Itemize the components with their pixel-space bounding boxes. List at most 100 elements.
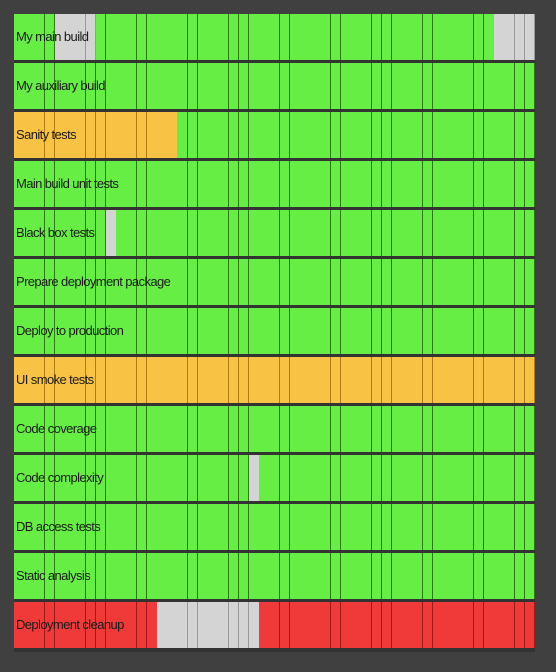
- build-history-cell[interactable]: [197, 602, 209, 648]
- build-history-cell[interactable]: [412, 455, 424, 501]
- build-history-cell[interactable]: [44, 553, 56, 599]
- build-history-cell[interactable]: [95, 455, 107, 501]
- build-history-cell[interactable]: [300, 602, 311, 648]
- build-history-cell[interactable]: [167, 14, 178, 60]
- build-history-cell[interactable]: [351, 161, 362, 207]
- build-history-cell[interactable]: [361, 602, 373, 648]
- build-history-cell[interactable]: [24, 406, 35, 452]
- build-history-cell[interactable]: [14, 602, 25, 648]
- build-history-cell[interactable]: [391, 259, 403, 305]
- build-history-cell[interactable]: [340, 259, 352, 305]
- build-history-cell[interactable]: [177, 504, 189, 550]
- build-history-cell[interactable]: [524, 112, 535, 158]
- build-history-cell[interactable]: [44, 406, 56, 452]
- build-history-cell[interactable]: [187, 112, 199, 158]
- build-history-cell[interactable]: [34, 210, 46, 256]
- build-history-cell[interactable]: [95, 63, 107, 109]
- build-history-cell[interactable]: [116, 455, 127, 501]
- build-history-cell[interactable]: [473, 112, 485, 158]
- build-history-cell[interactable]: [310, 553, 321, 599]
- build-history-cell[interactable]: [157, 63, 168, 109]
- build-history-cell[interactable]: [432, 553, 444, 599]
- build-history-cell[interactable]: [105, 504, 117, 550]
- build-history-cell[interactable]: [351, 602, 362, 648]
- build-history-cell[interactable]: [105, 112, 117, 158]
- build-history-cell[interactable]: [116, 210, 127, 256]
- build-history-cell[interactable]: [494, 161, 505, 207]
- build-history-cell[interactable]: [432, 455, 444, 501]
- build-history-cell[interactable]: [432, 308, 444, 354]
- build-history-cell[interactable]: [371, 406, 383, 452]
- build-history-cell[interactable]: [320, 210, 332, 256]
- build-history-cell[interactable]: [289, 210, 301, 256]
- build-row[interactable]: Sanity tests: [14, 112, 535, 158]
- build-history-cell[interactable]: [85, 602, 97, 648]
- build-history-cell[interactable]: [381, 406, 393, 452]
- build-history-cell[interactable]: [136, 553, 148, 599]
- build-history-cell[interactable]: [422, 161, 434, 207]
- build-history-cell[interactable]: [361, 161, 373, 207]
- build-history-cell[interactable]: [116, 259, 127, 305]
- build-history-cell[interactable]: [146, 553, 158, 599]
- build-history-cell[interactable]: [238, 259, 250, 305]
- build-history-cell[interactable]: [157, 357, 168, 403]
- build-history-cell[interactable]: [289, 455, 301, 501]
- build-history-cell[interactable]: [116, 112, 127, 158]
- build-history-cell[interactable]: [524, 455, 535, 501]
- build-history-cell[interactable]: [208, 308, 219, 354]
- build-history-cell[interactable]: [44, 161, 56, 207]
- build-history-cell[interactable]: [238, 455, 250, 501]
- build-history-cell[interactable]: [371, 602, 383, 648]
- build-history-cell[interactable]: [361, 504, 373, 550]
- build-history-cell[interactable]: [330, 63, 342, 109]
- build-history-cell[interactable]: [524, 504, 535, 550]
- build-history-cell[interactable]: [75, 455, 86, 501]
- build-history-cell[interactable]: [524, 259, 535, 305]
- build-history-cell[interactable]: [412, 504, 424, 550]
- build-history-cell[interactable]: [381, 112, 393, 158]
- build-history-cell[interactable]: [483, 161, 495, 207]
- build-history-cell[interactable]: [85, 553, 97, 599]
- build-history-cell[interactable]: [187, 210, 199, 256]
- build-history-cell[interactable]: [443, 406, 454, 452]
- build-history-cell[interactable]: [54, 406, 66, 452]
- build-history-cell[interactable]: [320, 161, 332, 207]
- build-history-cell[interactable]: [177, 602, 189, 648]
- build-history-cell[interactable]: [361, 455, 373, 501]
- build-history-cell[interactable]: [330, 14, 342, 60]
- build-history-cell[interactable]: [453, 14, 464, 60]
- build-history-cell[interactable]: [44, 63, 56, 109]
- build-history-cell[interactable]: [504, 14, 516, 60]
- build-history-cell[interactable]: [218, 210, 230, 256]
- build-history-cell[interactable]: [330, 161, 342, 207]
- build-history-cell[interactable]: [218, 161, 230, 207]
- build-history-cell[interactable]: [85, 504, 97, 550]
- build-row[interactable]: Main build unit tests: [14, 161, 535, 207]
- build-history-cell[interactable]: [279, 63, 291, 109]
- build-history-cell[interactable]: [177, 406, 189, 452]
- build-history-cell[interactable]: [208, 259, 219, 305]
- build-history-cell[interactable]: [248, 210, 260, 256]
- build-history-cell[interactable]: [443, 161, 454, 207]
- build-history-cell[interactable]: [105, 455, 117, 501]
- build-history-cell[interactable]: [371, 455, 383, 501]
- build-history-cell[interactable]: [187, 14, 199, 60]
- build-history-cell[interactable]: [146, 308, 158, 354]
- build-history-cell[interactable]: [371, 308, 383, 354]
- build-history-cell[interactable]: [463, 14, 475, 60]
- build-history-cell[interactable]: [330, 455, 342, 501]
- build-history-cell[interactable]: [279, 504, 291, 550]
- build-history-cell[interactable]: [95, 308, 107, 354]
- build-history-cell[interactable]: [24, 553, 35, 599]
- build-history-cell[interactable]: [524, 210, 535, 256]
- build-history-cell[interactable]: [14, 357, 25, 403]
- build-history-cell[interactable]: [473, 14, 485, 60]
- build-history-cell[interactable]: [218, 504, 230, 550]
- build-history-cell[interactable]: [330, 553, 342, 599]
- build-history-cell[interactable]: [483, 63, 495, 109]
- build-history-cell[interactable]: [248, 259, 260, 305]
- build-history-cell[interactable]: [443, 455, 454, 501]
- build-history-cell[interactable]: [126, 406, 138, 452]
- build-history-cell[interactable]: [218, 112, 230, 158]
- build-history-cell[interactable]: [279, 406, 291, 452]
